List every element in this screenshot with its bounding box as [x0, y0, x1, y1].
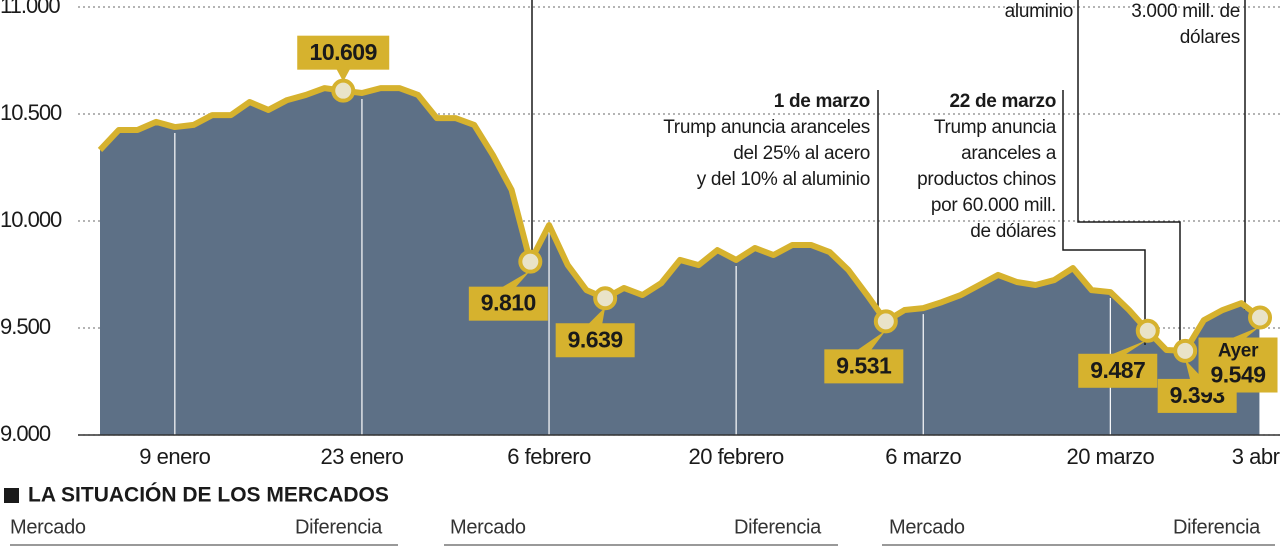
annotation-text: y del 10% al aluminio: [697, 169, 870, 190]
annotation-text: Trump anuncia: [934, 117, 1057, 138]
value-label-box: [468, 286, 548, 321]
x-tick-label: 3 abril: [1232, 444, 1280, 469]
value-label-box: [1198, 337, 1278, 393]
annotation-text: de dólares: [970, 221, 1056, 242]
column-header: Mercado: [10, 516, 86, 538]
line: [97, 85, 1262, 354]
y-tick-label: 9.000: [0, 421, 51, 446]
value-label: 10.609: [310, 39, 377, 65]
value-label: 9.487: [1090, 357, 1145, 383]
value-label: 9.639: [568, 326, 623, 352]
value-label-box: [297, 35, 390, 70]
column-header: Mercado: [450, 516, 526, 538]
value-label: 9.549: [1210, 362, 1265, 388]
x-tick-label: 6 febrero: [507, 444, 591, 469]
point-marker: [873, 309, 898, 334]
column-header: Mercado: [889, 516, 965, 538]
value-label: 9.531: [836, 352, 892, 378]
annotation-title: 22 de marzo: [949, 91, 1056, 112]
value-label: 9.810: [481, 290, 536, 316]
x-tick-label: 6 marzo: [885, 444, 961, 469]
x-tick-label: 23 enero: [321, 444, 404, 469]
annotation-text: por 60.000 mill.: [931, 195, 1056, 216]
section-title: LA SITUACIÓN DE LOS MERCADOS: [28, 483, 389, 507]
annotation-text: aranceles a: [961, 143, 1057, 164]
y-tick-label: 10.000: [0, 207, 62, 232]
bullet: [4, 488, 19, 503]
value-label-pointer: [1231, 326, 1261, 339]
point-marker: [1248, 305, 1273, 330]
leader-line: [1062, 90, 1146, 345]
point-marker: [331, 78, 356, 103]
value-label-box: [555, 323, 635, 358]
point-marker: [593, 286, 618, 311]
annotation-text: 3.000 mill. de: [1131, 1, 1240, 22]
leader-line: [1077, 0, 1181, 355]
value-label-pointer: [501, 270, 531, 288]
point-marker: [1135, 318, 1160, 343]
point-marker: [518, 249, 543, 274]
value-label-pointer: [336, 68, 351, 82]
column-header: Diferencia: [734, 516, 822, 538]
column-header: Diferencia: [295, 516, 383, 538]
x-tick-label: 9 enero: [139, 444, 210, 469]
annotation-text: dólares: [1180, 27, 1240, 48]
value-label-box: [1078, 353, 1158, 388]
y-tick-label: 10.500: [0, 100, 62, 125]
value-label-box: [824, 349, 904, 384]
x-tick-label: 20 febrero: [688, 444, 784, 469]
value-label-pointer: [588, 307, 606, 325]
x-tick-label: 20 marzo: [1066, 444, 1154, 469]
annotation-text: Trump anuncia aranceles: [663, 117, 870, 138]
column-header: Diferencia: [1173, 516, 1261, 538]
annotation-title: Ayer: [1218, 341, 1259, 362]
value-label-pointer: [856, 330, 886, 351]
annotation-text: del 25% al acero: [733, 143, 870, 164]
value-label-pointer: [1110, 339, 1148, 355]
y-tick-label: 11.000: [0, 0, 60, 18]
annotation-text: productos chinos: [917, 169, 1056, 190]
annotation-title: 1 de marzo: [774, 91, 870, 112]
annotation-text: aluminio: [1005, 1, 1073, 22]
y-tick-label: 9.500: [0, 314, 51, 339]
point-marker: [1173, 338, 1198, 363]
